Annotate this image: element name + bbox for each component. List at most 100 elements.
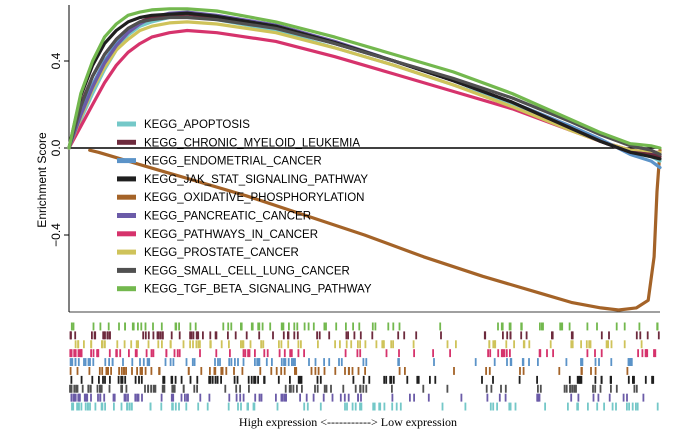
rug-tick: [141, 367, 143, 375]
rug-tick: [325, 322, 327, 331]
rug-tick: [128, 402, 131, 411]
rug-tick: [182, 384, 185, 393]
rug-tick: [627, 375, 630, 384]
rug-tick: [294, 367, 296, 375]
rug-tick: [103, 393, 106, 402]
rug-tick: [439, 322, 442, 331]
rug-tick: [383, 375, 386, 384]
rug-tick: [290, 349, 293, 358]
rug-tick: [171, 375, 174, 384]
rug-tick: [154, 384, 157, 393]
rug-tick: [565, 384, 568, 393]
rug-tick: [87, 358, 90, 366]
rug-tick: [390, 375, 393, 384]
rug-tick: [104, 375, 106, 384]
rug-tick: [123, 393, 126, 402]
rug-tick: [319, 375, 322, 384]
rug-tick: [305, 393, 308, 402]
rug-tick: [652, 375, 655, 384]
rug-tick: [74, 340, 77, 349]
rug-tick: [77, 349, 80, 358]
rug-tick: [140, 375, 143, 384]
rug-tick: [630, 358, 633, 366]
rug-tick: [635, 384, 638, 393]
rug-tick: [607, 340, 609, 349]
rug-tick: [125, 384, 128, 393]
rug-tick: [142, 331, 145, 340]
rug-tick: [599, 384, 602, 393]
rug-tick: [163, 375, 166, 384]
rug-tick: [69, 349, 72, 358]
rug-tick: [289, 349, 292, 358]
rug-tick: [636, 402, 639, 411]
rug-tick: [144, 331, 147, 340]
rug-tick: [610, 358, 613, 366]
rug-tick: [86, 393, 89, 402]
rug-tick: [300, 340, 302, 349]
rug-tick: [615, 322, 618, 331]
legend-swatch-kegg-small-cell-lung-cancer: [117, 267, 136, 273]
rug-tick: [347, 331, 349, 340]
rug-tick: [579, 375, 582, 384]
rug-tick: [193, 384, 196, 393]
rug-tick: [234, 358, 236, 366]
rug-tick: [189, 322, 192, 331]
rug-tick: [528, 340, 531, 349]
rug-tick: [258, 322, 261, 331]
rug-tick: [239, 384, 241, 393]
rug-tick: [189, 331, 191, 340]
rug-tick: [169, 358, 172, 366]
rug-tick: [501, 349, 504, 358]
rug-tick: [344, 367, 346, 375]
rug-tick: [194, 322, 197, 331]
rug-tick: [97, 393, 99, 402]
rug-tick: [578, 375, 581, 384]
curve-kegg-pathways-in-cancer: [67, 28, 662, 154]
rug-tick: [656, 402, 659, 411]
rug-tick: [245, 331, 248, 340]
rug-tick: [126, 402, 128, 411]
rug-tick: [90, 340, 92, 349]
rug-tick: [460, 393, 463, 402]
rug-tick: [215, 331, 218, 340]
rug-tick: [157, 331, 160, 340]
rug-tick: [508, 402, 511, 411]
rug-tick: [592, 384, 594, 393]
rug-tick: [119, 349, 122, 358]
rug-tick: [131, 358, 134, 366]
rug-tick: [84, 402, 87, 411]
rug-tick: [525, 331, 528, 340]
y-ticks: 0.4 0.0 −0.4: [49, 52, 69, 247]
rug-tick: [235, 384, 238, 393]
rug-tick: [288, 322, 290, 331]
rug-tick: [247, 375, 250, 384]
rug-tick: [608, 331, 610, 340]
curve-kegg-small-cell-lung-cancer: [67, 15, 662, 157]
rug-tick: [92, 349, 95, 358]
rug-tick: [537, 358, 539, 366]
rug-tick: [152, 349, 155, 358]
rug-tick: [283, 358, 285, 366]
rug-tick: [178, 402, 180, 411]
rug-tick: [506, 331, 509, 340]
rug-tick: [575, 384, 577, 393]
rug-tick: [191, 358, 194, 366]
rug-tick: [371, 322, 374, 331]
rug-tick: [317, 367, 320, 375]
curve-kegg-pancreatic-cancer: [67, 10, 662, 157]
rug-tick: [149, 402, 152, 411]
rug-tick: [523, 340, 526, 349]
rug-tick: [299, 375, 302, 384]
rug-tick: [213, 367, 216, 375]
rug-tick: [300, 375, 303, 384]
rug-tick: [600, 331, 603, 340]
legend-label-kegg-prostate-cancer: KEGG_PROSTATE_CANCER: [144, 247, 299, 259]
rug-tick: [539, 349, 542, 358]
rug-tick: [118, 322, 120, 331]
rug-tick: [559, 322, 562, 331]
rug-tick: [594, 349, 596, 358]
rug-tick: [117, 375, 120, 384]
rug-tick: [464, 402, 467, 411]
rug-tick: [247, 349, 249, 358]
rug-tick: [215, 349, 218, 358]
